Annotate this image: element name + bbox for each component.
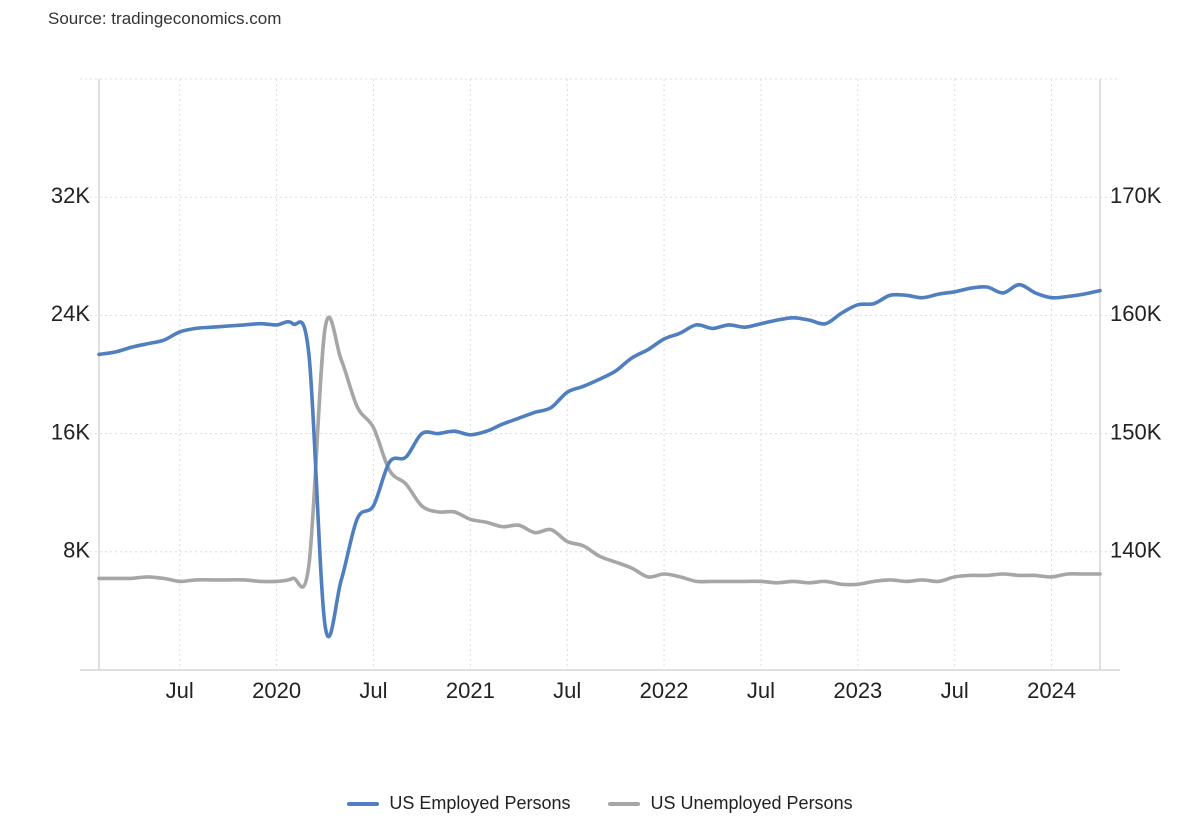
axes bbox=[80, 79, 1120, 671]
x-tick-label: 2021 bbox=[446, 678, 495, 703]
source-label: Source: tradingeconomics.com bbox=[48, 9, 282, 28]
x-tick-label: Jul bbox=[553, 678, 581, 703]
y-left-tick-label: 16K bbox=[51, 419, 90, 444]
y-left-tick-label: 24K bbox=[51, 301, 90, 326]
y-right-tick-label: 140K bbox=[1110, 538, 1162, 563]
legend-item-employed[interactable]: US Employed Persons bbox=[347, 793, 570, 814]
x-tick-label: Jul bbox=[359, 678, 387, 703]
x-tick-label: 2024 bbox=[1027, 678, 1076, 703]
x-tick-label: Jul bbox=[166, 678, 194, 703]
x-tick-label: 2023 bbox=[833, 678, 882, 703]
series-line-employed bbox=[97, 282, 1102, 639]
y-left-tick-label: 32K bbox=[51, 183, 90, 208]
x-tick-label: Jul bbox=[941, 678, 969, 703]
x-tick-label: 2020 bbox=[252, 678, 301, 703]
gridlines bbox=[80, 78, 1120, 670]
y-right-tick-label: 170K bbox=[1110, 183, 1162, 208]
series-lines bbox=[97, 282, 1102, 639]
tick-labels: 8K 16K 24K 32K 140K 150K 160K 170K Jul 2020 Jul 202… bbox=[51, 183, 1162, 703]
y-left-tick-label: 8K bbox=[63, 538, 90, 563]
legend-swatch-employed bbox=[347, 801, 380, 806]
line-chart: 8K 16K 24K 32K 140K 150K 160K 170K Jul 2020 Jul 202… bbox=[51, 78, 1162, 703]
legend-item-unemployed[interactable]: US Unemployed Persons bbox=[608, 793, 853, 814]
series-line-unemployed bbox=[97, 315, 1102, 589]
legend: US Employed Persons US Unemployed Person… bbox=[0, 793, 1200, 814]
x-tick-label: 2022 bbox=[640, 678, 689, 703]
y-right-tick-label: 150K bbox=[1110, 419, 1162, 444]
x-tick-label: Jul bbox=[747, 678, 775, 703]
y-right-tick-label: 160K bbox=[1110, 301, 1162, 326]
legend-swatch-unemployed bbox=[608, 801, 641, 806]
legend-label-employed: US Employed Persons bbox=[389, 793, 571, 813]
legend-label-unemployed: US Unemployed Persons bbox=[650, 793, 853, 813]
